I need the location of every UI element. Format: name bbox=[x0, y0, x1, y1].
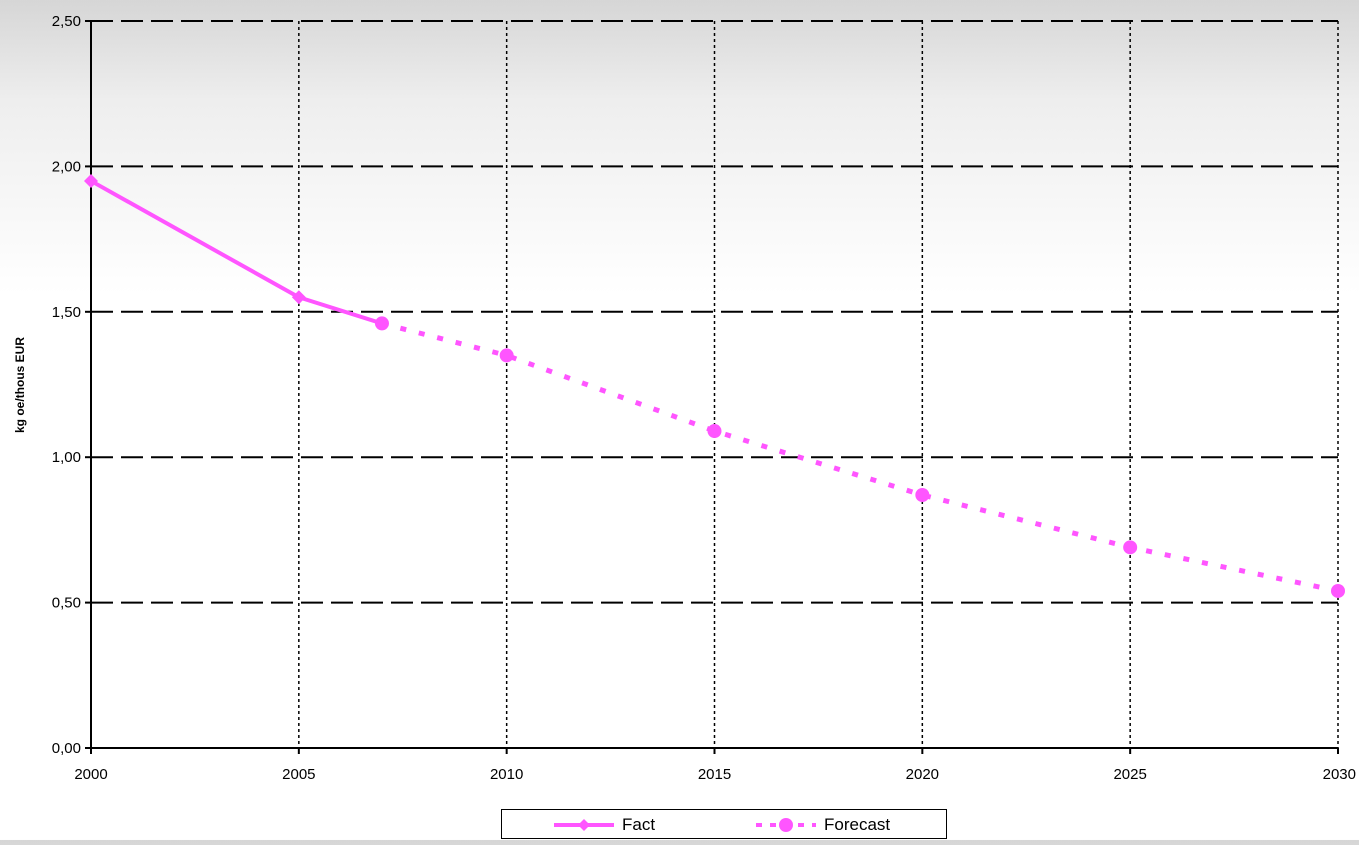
y-tick-label-5: 2,50 bbox=[52, 13, 81, 30]
legend-swatch-forecast bbox=[756, 818, 816, 832]
point-forecast-0 bbox=[374, 316, 389, 331]
series-line-fact bbox=[90, 179, 383, 326]
y-tick-label-1: 0,50 bbox=[52, 595, 81, 612]
legend: Fact Forecast bbox=[501, 809, 947, 839]
y-tick-label-0: 0,00 bbox=[52, 740, 81, 757]
x-tick-label-2: 2010 bbox=[490, 766, 523, 783]
legend-item-forecast: Forecast bbox=[754, 814, 890, 836]
axes bbox=[85, 20, 1339, 754]
x-tick-label-5: 2025 bbox=[1113, 766, 1146, 783]
point-forecast-3 bbox=[915, 488, 930, 503]
legend-swatch-fact bbox=[554, 819, 614, 831]
point-forecast-2 bbox=[707, 424, 722, 439]
tick-labels: 0,00 0,50 1,00 1,50 2,00 2,50 2000 2005 2010 2015… bbox=[52, 13, 1356, 783]
x-tick-label-4: 2020 bbox=[906, 766, 939, 783]
point-fact-0 bbox=[84, 173, 98, 188]
point-forecast-4 bbox=[1123, 540, 1138, 555]
x-tick-label-1: 2005 bbox=[282, 766, 315, 783]
x-tick-label-0: 2000 bbox=[74, 766, 107, 783]
point-forecast-5 bbox=[1331, 583, 1345, 598]
x-tick-label-6: 2030 bbox=[1323, 766, 1356, 783]
point-forecast-1 bbox=[499, 348, 514, 363]
y-tick-label-3: 1,50 bbox=[52, 304, 81, 321]
point-fact-1 bbox=[291, 290, 306, 305]
y-tick-label-4: 2,00 bbox=[52, 158, 81, 175]
legend-label-forecast: Forecast bbox=[824, 815, 891, 834]
legend-item-fact: Fact bbox=[552, 814, 655, 836]
series-lines bbox=[84, 173, 1345, 598]
x-tick-label-3: 2015 bbox=[698, 766, 731, 783]
y-tick-label-2: 1,00 bbox=[52, 449, 81, 466]
grid bbox=[91, 20, 1339, 748]
series-line-forecast bbox=[381, 321, 1339, 594]
y-axis-label: kg oe/thous EUR bbox=[13, 337, 27, 433]
legend-label-fact: Fact bbox=[622, 815, 656, 834]
